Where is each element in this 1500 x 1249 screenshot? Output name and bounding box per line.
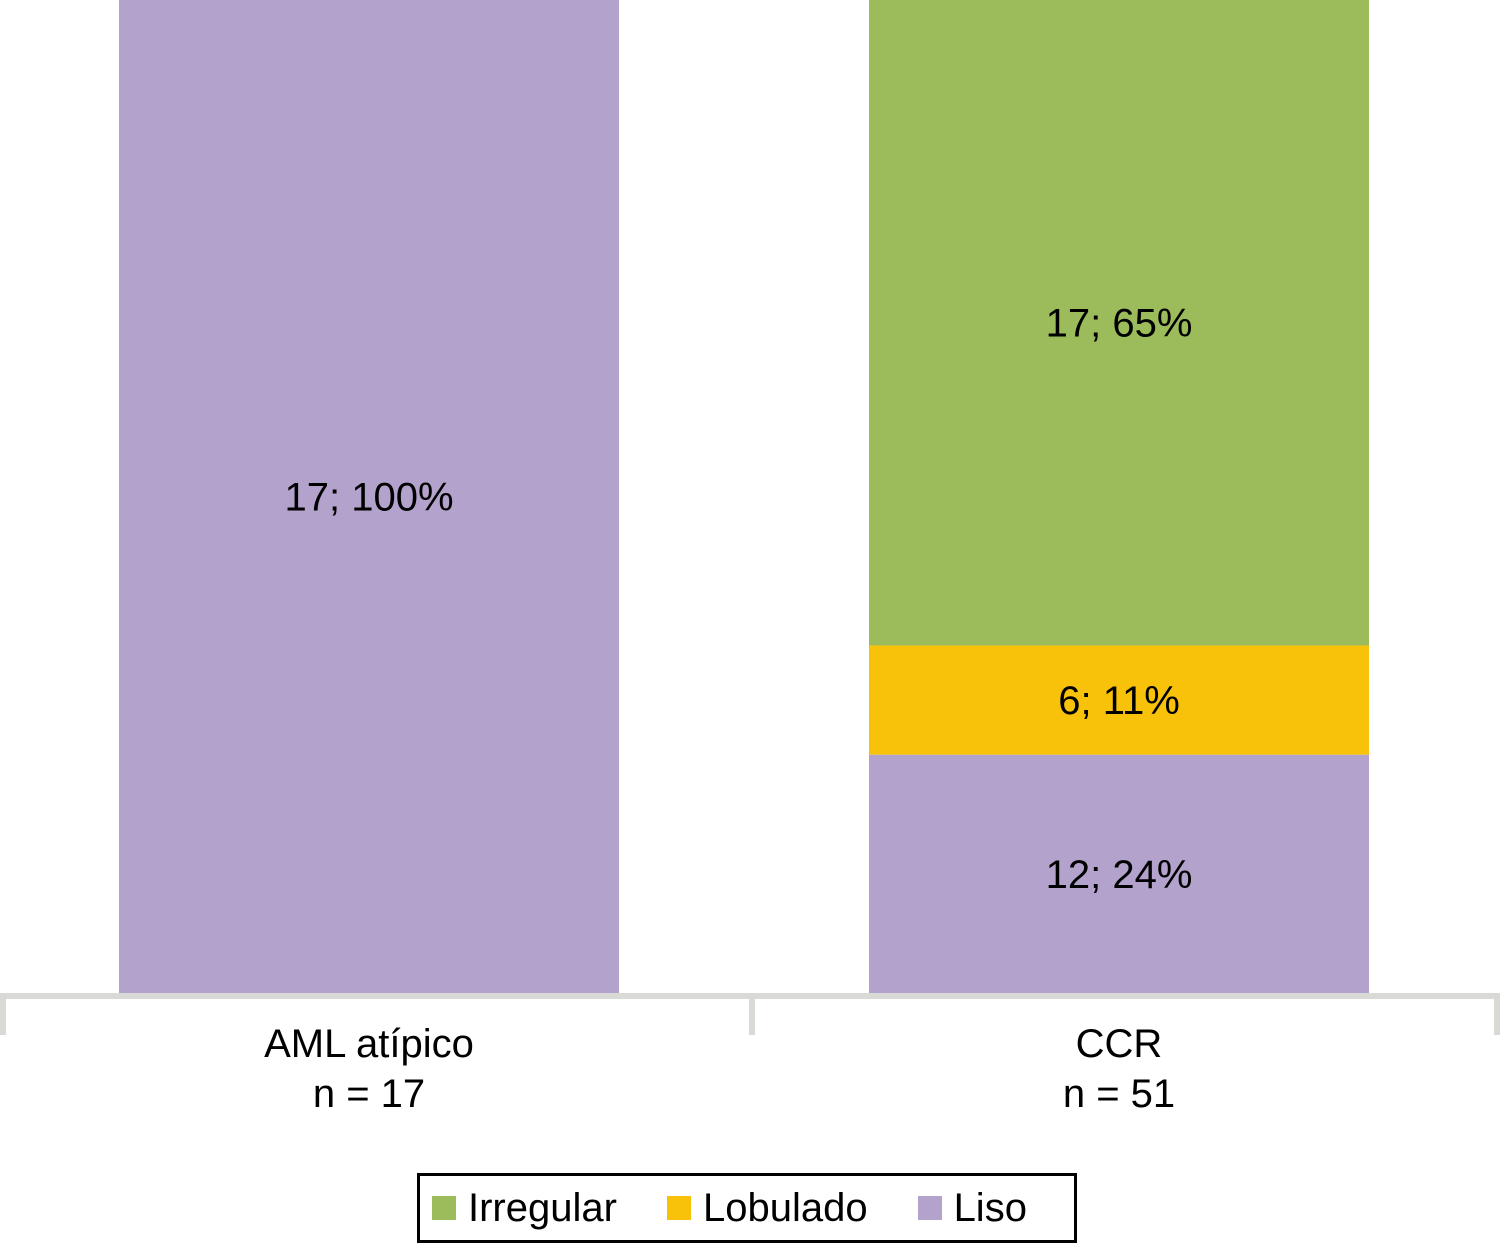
bar-segment-irregular-2 <box>869 0 1369 646</box>
bar-segment-liso-1 <box>119 0 619 993</box>
x-tick-labels: AML atípico n = 17 CCR n = 51 <box>264 1022 1175 1116</box>
legend-item-liso: Liso <box>917 1186 1027 1230</box>
legend-swatch-liso <box>917 1196 942 1220</box>
bar-labels-layer: 17; 100% 12; 24% 6; 11% 17; 65% <box>284 302 1192 897</box>
bars-layer <box>119 0 1369 993</box>
bar-label-lobulado-2: 6; 11% <box>1058 679 1180 723</box>
bar-label-irregular-2: 17; 65% <box>1046 302 1193 346</box>
bar-segment-liso-2 <box>869 754 1369 993</box>
legend-swatch-irregular <box>432 1196 456 1220</box>
legend-item-lobulado: Lobulado <box>666 1186 868 1230</box>
bar-label-liso-2: 12; 24% <box>1046 853 1193 897</box>
legend-label-irregular: Irregular <box>468 1186 617 1230</box>
x-axis <box>0 993 1500 1035</box>
x-tick-label-1-line-1: AML atípico <box>264 1022 474 1066</box>
legend-swatch-lobulado <box>666 1196 691 1220</box>
x-tick-label-1-line-2: n = 17 <box>313 1072 425 1116</box>
legend-label-lobulado: Lobulado <box>702 1186 868 1230</box>
legend-item-irregular: Irregular <box>432 1188 617 1228</box>
bar-segment-lobulado-2 <box>869 645 1369 755</box>
x-tick-label-2-line-1: CCR <box>1076 1022 1163 1066</box>
x-tick-label-2-line-2: n = 51 <box>1063 1072 1175 1116</box>
legend: Irregular Lobulado Liso <box>417 1173 1077 1243</box>
legend-label-liso: Liso <box>953 1186 1027 1230</box>
bar-label-liso-1: 17; 100% <box>284 476 453 520</box>
stacked-bar-chart: 17; 100% 12; 24% 6; 11% 17; 65% AML atípico… <box>0 0 1500 1116</box>
